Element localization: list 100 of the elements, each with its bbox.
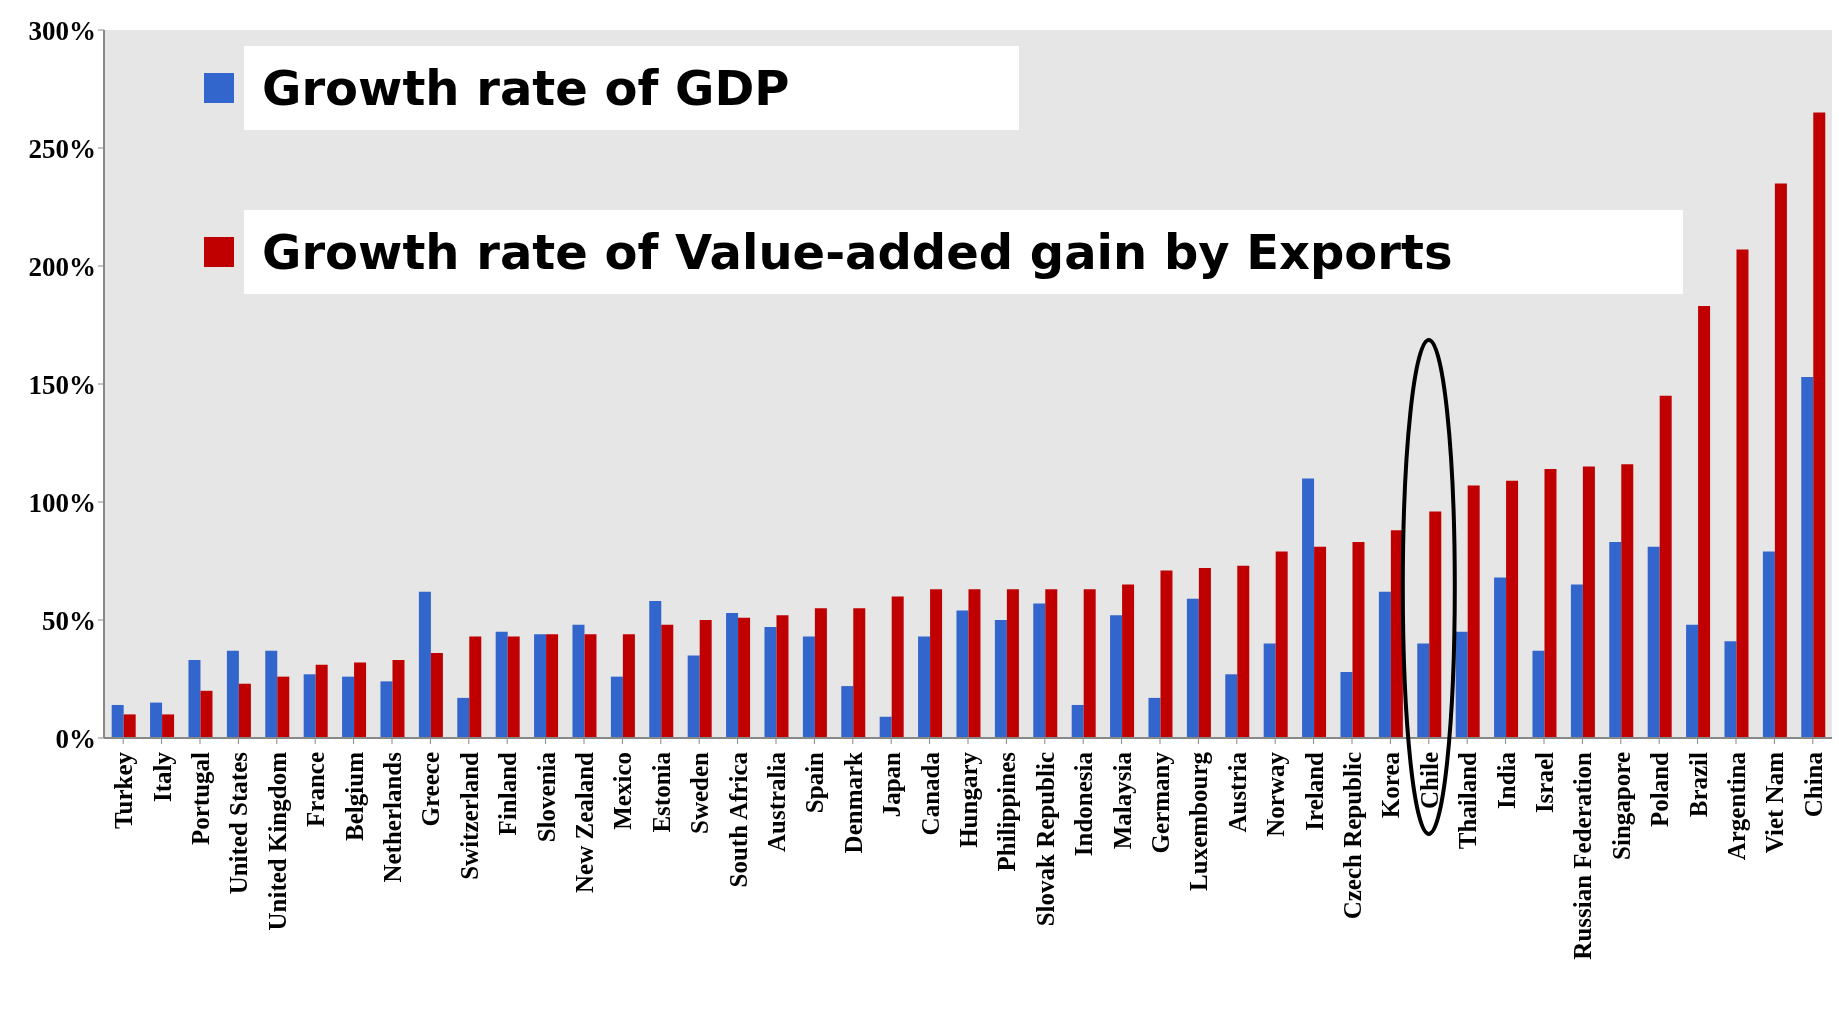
bar (1352, 542, 1365, 738)
x-tick-label: Czech Republic (1339, 752, 1366, 920)
bar (1378, 591, 1391, 738)
x-tick-label: India (1492, 751, 1520, 809)
y-tick-label: 200% (28, 251, 96, 282)
bar (342, 676, 355, 738)
y-tick-label: 300% (28, 15, 96, 46)
x-tick-label: United Kingdom (263, 751, 291, 931)
bar (1033, 603, 1046, 738)
x-tick-label: Turkey (110, 751, 138, 829)
y-tick-label: 50% (42, 605, 96, 636)
x-tick-label: Germany (1147, 751, 1174, 854)
bar (994, 620, 1007, 738)
bar (1225, 674, 1238, 738)
x-tick-label: Spain (801, 751, 829, 814)
bar (1045, 589, 1058, 738)
x-tick-label: Ireland (1300, 751, 1328, 831)
bar (853, 608, 866, 738)
x-tick-label: Australia (763, 751, 790, 852)
x-tick-label: Luxembourg (1185, 751, 1213, 891)
bar (814, 608, 827, 738)
bar (457, 697, 470, 738)
bar (1110, 615, 1123, 738)
x-tick-label: Singapore (1607, 752, 1635, 860)
bar (738, 617, 751, 738)
bar (1774, 183, 1787, 738)
x-tick-label: Belgium (340, 751, 368, 841)
x-tick-label: Indonesia (1070, 751, 1098, 857)
bar (546, 634, 559, 738)
bar (226, 650, 239, 738)
x-tick-label: Norway (1262, 751, 1290, 837)
bar (200, 690, 213, 738)
bar (1302, 478, 1315, 738)
bar (111, 704, 124, 738)
bar (1186, 598, 1199, 738)
bar (661, 624, 674, 738)
bar (1429, 511, 1442, 738)
x-tick-label: Denmark (839, 751, 867, 854)
x-tick-label: Italy (148, 751, 176, 802)
bar (162, 714, 175, 738)
bar (1621, 464, 1634, 738)
x-tick-label: Mexico (609, 752, 637, 830)
y-tick-label: 0% (55, 723, 96, 754)
x-tick-label: Portugal (187, 751, 214, 846)
x-tick-label: Russian Federation (1569, 751, 1597, 960)
bar (1686, 624, 1699, 738)
bar (1724, 641, 1737, 738)
x-tick-label: Israel (1531, 751, 1558, 814)
bar (572, 624, 585, 738)
bar (265, 650, 278, 738)
x-tick-label: New Zealand (571, 751, 598, 893)
bar (1609, 542, 1622, 738)
bar (150, 702, 163, 738)
bar (1467, 485, 1480, 738)
x-tick-label: Japan (878, 751, 906, 818)
bar (1801, 376, 1814, 738)
y-tick-label: 250% (28, 133, 96, 164)
bar (1160, 570, 1173, 738)
x-tick-label: Austria (1223, 751, 1251, 833)
bar (1148, 697, 1161, 738)
bar (418, 591, 431, 738)
bar (649, 601, 662, 738)
bar (930, 589, 943, 738)
bar (764, 627, 777, 738)
bar (687, 655, 700, 738)
x-tick-label: China (1799, 751, 1827, 818)
bar (1494, 577, 1507, 738)
x-tick-label: Philippines (993, 751, 1021, 872)
bar (584, 634, 597, 738)
x-tick-label: Thailand (1454, 751, 1482, 850)
bar (1647, 546, 1660, 738)
bar (1762, 551, 1775, 738)
x-tick-label: Hungary (955, 751, 982, 848)
x-tick-label: United States (225, 751, 253, 895)
bar (1314, 546, 1327, 738)
x-tick-label: Estonia (647, 751, 675, 833)
x-tick-label: Brazil (1684, 751, 1712, 818)
bar (956, 610, 969, 738)
bar (430, 653, 443, 738)
y-tick-label: 100% (28, 487, 96, 518)
bar (238, 683, 251, 738)
bar (1198, 568, 1211, 738)
x-tick-label: Sweden (686, 751, 714, 834)
x-tick-label: Chile (1415, 752, 1443, 809)
bar (1736, 249, 1749, 738)
x-tick-label: Canada (916, 751, 944, 836)
bar (495, 631, 508, 738)
x-tick-label: Malaysia (1108, 751, 1136, 850)
bar (1071, 704, 1084, 738)
bar (776, 615, 789, 738)
bar (1698, 306, 1711, 738)
bar (1083, 589, 1096, 738)
bar (802, 636, 815, 738)
bar (123, 714, 136, 738)
bar (380, 681, 393, 738)
bar (918, 636, 931, 738)
bar (507, 636, 520, 738)
bar (1532, 650, 1545, 738)
bar (1570, 584, 1583, 738)
y-tick-label: 150% (28, 369, 96, 400)
